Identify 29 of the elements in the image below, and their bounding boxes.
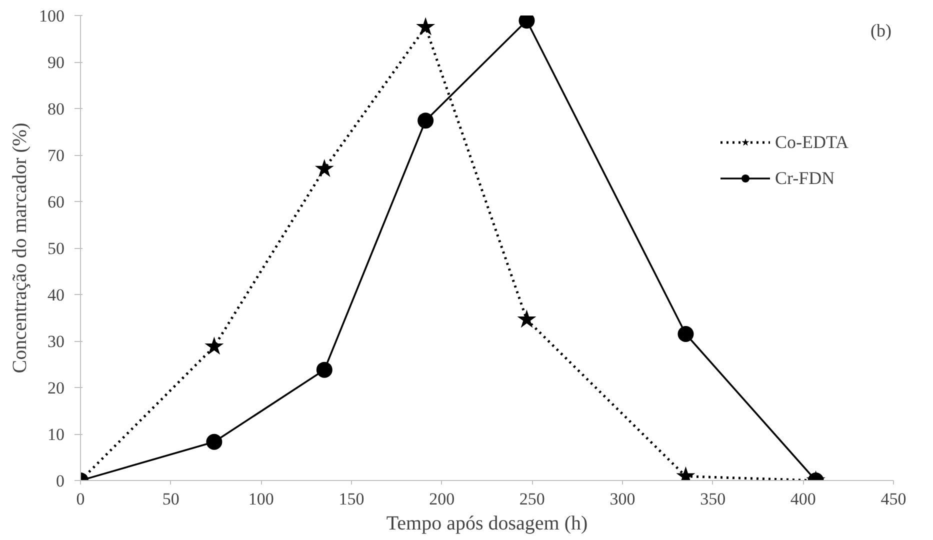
- point: [204, 336, 224, 355]
- x-tick-label: 450: [880, 490, 906, 508]
- y-tick-label: 100: [39, 6, 64, 26]
- y-tick-label: 40: [48, 286, 64, 304]
- y-tick-label: 50: [48, 239, 64, 258]
- y-tick-label: 70: [48, 146, 64, 165]
- point: [314, 158, 334, 178]
- legend-label: Cr-FDN: [775, 166, 836, 190]
- point: [517, 310, 536, 328]
- y-tick-label: 30: [48, 332, 64, 351]
- x-tick-label: 250: [519, 490, 545, 508]
- y-tick-label: 10: [48, 425, 64, 444]
- legend-label: Co-EDTA: [775, 130, 850, 154]
- x-tick-label: 150: [338, 490, 364, 508]
- x-tick-label: 300: [610, 490, 636, 508]
- x-tick-label: 200: [429, 490, 455, 508]
- y-tick-label: 0: [56, 472, 64, 490]
- x-tick-label: 50: [162, 490, 180, 508]
- annotation: (b): [870, 20, 892, 40]
- x-tick-label: 100: [248, 490, 274, 508]
- y-tick-label: 20: [48, 378, 64, 398]
- y-axis-title: Concentração do marcador (%): [9, 122, 31, 374]
- y-tick-label: 90: [48, 53, 64, 72]
- x-tick-label: 0: [76, 490, 85, 508]
- y-tick-label: 80: [48, 100, 64, 118]
- x-tick-label: 350: [700, 490, 726, 508]
- x-axis-title: Tempo após dosagem (h): [386, 512, 588, 534]
- x-tick-label: 400: [790, 490, 816, 508]
- y-tick-label: 60: [48, 192, 64, 212]
